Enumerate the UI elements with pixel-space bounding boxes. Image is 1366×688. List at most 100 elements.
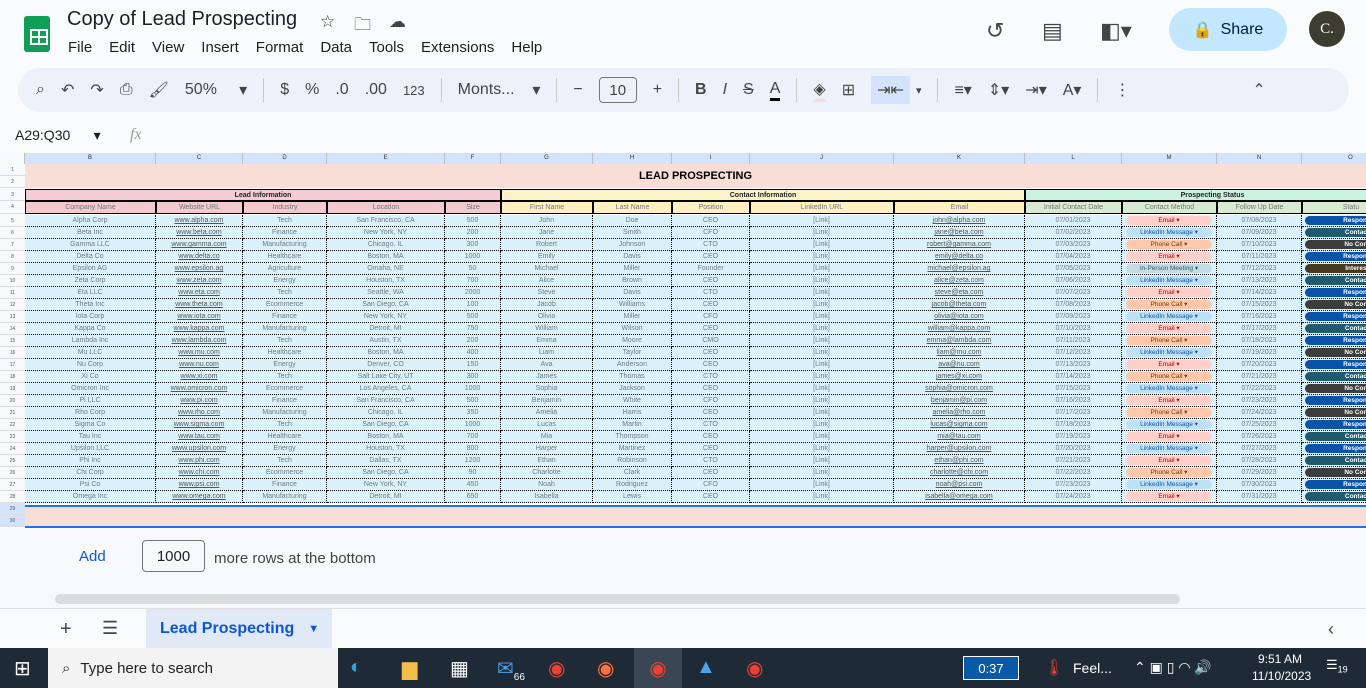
email-link[interactable]: john@alpha.com [932,217,986,224]
follow-up-date-cell[interactable]: 07/18/2023 [1217,335,1302,347]
email-cell[interactable]: michael@epsilon.ag [894,263,1025,275]
contact-method-dropdown[interactable]: LinkedIn Message ▾ [1126,444,1212,453]
website-link[interactable]: www.zeta.com [176,277,222,284]
company-name-cell[interactable]: Delta Co [25,251,156,263]
last-name-cell[interactable]: Taylor [593,347,672,359]
number-format-button[interactable]: 123 [402,82,425,98]
font-size-input[interactable]: 10 [598,77,637,103]
contact-method-cell[interactable]: Email ▾ [1122,287,1217,299]
location-cell[interactable]: Omaha, NE [327,263,445,275]
row-header[interactable]: 4 [0,201,25,214]
initial-contact-date-cell[interactable]: 07/06/2023 [1025,275,1122,287]
first-name-cell[interactable]: Sophia [501,383,593,395]
company-name-cell[interactable]: Iota Corp [25,311,156,323]
first-name-cell[interactable]: John [501,215,593,227]
strikethrough-icon[interactable]: S [743,81,754,98]
column-header-J[interactable]: J [750,153,894,164]
follow-up-date-cell[interactable]: 07/31/2023 [1217,491,1302,503]
first-name-cell[interactable]: Emily [501,251,593,263]
contact-method-dropdown[interactable]: Email ▾ [1126,492,1212,501]
industry-cell[interactable]: Finance [243,395,327,407]
follow-up-date-cell[interactable]: 07/21/2023 [1217,371,1302,383]
follow-up-date-cell[interactable]: 07/26/2023 [1217,431,1302,443]
firefox-icon[interactable]: ◉ [597,658,615,680]
row-header[interactable]: 16 [0,347,25,359]
add-rows-button[interactable]: Add [79,548,106,565]
linkedin-url-cell[interactable]: [Link] [750,335,894,347]
email-cell[interactable]: liam@mu.com [894,347,1025,359]
position-cell[interactable]: CEO [672,383,750,395]
follow-up-date-cell[interactable]: 07/10/2023 [1217,239,1302,251]
position-cell[interactable]: CEO [672,467,750,479]
menu-data[interactable]: Data [320,39,352,56]
initial-contact-date-cell[interactable]: 07/22/2023 [1025,467,1122,479]
website-link[interactable]: www.kappa.com [173,325,225,332]
company-name-cell[interactable]: Tau Inc [25,431,156,443]
last-name-cell[interactable]: Martin [593,419,672,431]
contact-method-dropdown[interactable]: In-Person Meeting ▾ [1126,264,1212,273]
website-link[interactable]: www.upsilon.com [171,445,227,452]
website-link[interactable]: www.chi.com [178,469,220,476]
linkedin-url-cell[interactable]: [Link] [750,455,894,467]
initial-contact-date-cell[interactable]: 07/08/2023 [1025,299,1122,311]
website-url-cell[interactable]: www.lambda.com [156,335,243,347]
first-name-cell[interactable]: Michael [501,263,593,275]
industry-cell[interactable]: Tech [243,287,327,299]
email-link[interactable]: sophia@omicron.com [925,385,993,392]
website-url-cell[interactable]: www.mu.com [156,347,243,359]
status-cell[interactable]: Contact [1302,275,1366,287]
initial-contact-date-cell[interactable]: 07/04/2023 [1025,251,1122,263]
contact-method-dropdown[interactable]: LinkedIn Message ▾ [1126,420,1212,429]
row-header[interactable]: 5 [0,215,25,227]
contact-method-dropdown[interactable]: LinkedIn Message ▾ [1126,228,1212,237]
first-name-cell[interactable]: James [501,371,593,383]
all-sheets-icon[interactable]: ☰ [102,618,119,638]
website-link[interactable]: www.tau.com [178,433,220,440]
row-header[interactable]: 13 [0,311,25,323]
size-cell[interactable]: 90 [445,467,501,479]
menu-view[interactable]: View [152,39,185,56]
initial-contact-date-cell[interactable]: 07/23/2023 [1025,479,1122,491]
first-name-cell[interactable]: Amelia [501,407,593,419]
size-cell[interactable]: 500 [445,311,501,323]
italic-button[interactable]: I [722,81,728,98]
row-header[interactable]: 27 [0,479,25,491]
status-cell[interactable]: Respond [1302,395,1366,407]
status-cell[interactable]: Respond [1302,215,1366,227]
notifications-icon[interactable]: ☰19 [1326,657,1348,675]
column-header-H[interactable]: H [593,153,672,164]
size-cell[interactable]: 650 [445,491,501,503]
initial-contact-date-cell[interactable]: 07/15/2023 [1025,383,1122,395]
contact-method-dropdown[interactable]: Phone Call ▾ [1126,240,1212,249]
location-cell[interactable]: Austin, TX [327,335,445,347]
contact-method-cell[interactable]: Email ▾ [1122,359,1217,371]
contact-method-dropdown[interactable]: LinkedIn Message ▾ [1126,312,1212,321]
column-header-F[interactable]: F [445,153,501,164]
location-cell[interactable]: Houston, TX [327,275,445,287]
add-sheet-icon[interactable]: + [60,618,72,640]
share-button[interactable]: 🔒 Share [1169,8,1287,51]
contact-method-dropdown[interactable]: Email ▾ [1126,456,1212,465]
linkedin-url-cell[interactable]: [Link] [750,395,894,407]
size-cell[interactable]: 2000 [445,287,501,299]
first-name-cell[interactable]: Alice [501,275,593,287]
contact-method-cell[interactable]: LinkedIn Message ▾ [1122,311,1217,323]
position-cell[interactable]: CEO [672,491,750,503]
menu-edit[interactable]: Edit [109,39,136,56]
website-link[interactable]: www.omega.com [172,493,226,500]
website-link[interactable]: www.nu.com [179,361,219,368]
position-cell[interactable]: CEO [672,299,750,311]
initial-contact-date-cell[interactable]: 07/14/2023 [1025,371,1122,383]
meet-icon[interactable]: ◧▾ [1100,18,1132,43]
size-cell[interactable]: 1000 [445,251,501,263]
location-cell[interactable]: Boston, MA [327,251,445,263]
email-cell[interactable]: john@alpha.com [894,215,1025,227]
avatar[interactable]: C. [1309,11,1345,47]
email-cell[interactable]: mia@tau.com [894,431,1025,443]
select-all-corner[interactable] [0,153,25,164]
initial-contact-date-cell[interactable]: 07/12/2023 [1025,347,1122,359]
email-cell[interactable]: steve@eta.com [894,287,1025,299]
first-name-cell[interactable]: Emma [501,335,593,347]
status-chip[interactable]: No Cont [1305,468,1366,477]
status-chip[interactable]: Respond [1305,252,1366,261]
